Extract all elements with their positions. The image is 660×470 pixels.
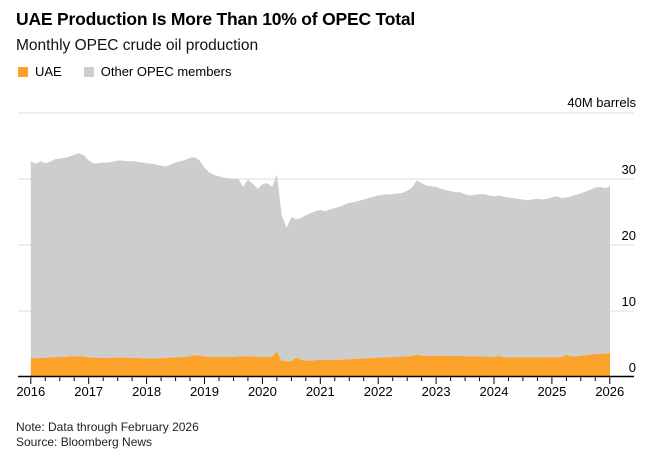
y-tick-label-30: 30 [622,162,636,177]
page-subtitle: Monthly OPEC crude oil production [16,37,259,54]
legend-item-others: Other OPEC members [83,64,232,79]
x-tick-label-2025: 2025 [537,384,566,399]
y-axis-labels: 0 10 20 30 [622,162,636,375]
x-tick-label-2023: 2023 [422,384,451,399]
x-tick-label-2024: 2024 [480,384,509,399]
x-tick-label-2016: 2016 [16,384,45,399]
legend-label-uae: UAE [35,64,62,79]
x-tick-label-2019: 2019 [190,384,219,399]
x-axis-labels: 2016 2017 2018 2019 2020 2021 2022 2023 2024 2025… [16,384,624,399]
legend-item-uae: UAE [18,64,62,79]
y-tick-label-0: 0 [629,360,636,375]
y-tick-label-10: 10 [622,294,636,309]
area-other-opec-members [30,153,611,362]
x-tick-label-2021: 2021 [306,384,335,399]
stacked-areas [30,153,611,377]
x-tick-label-2022: 2022 [364,384,393,399]
y-axis-unit-label: 40M barrels [567,95,636,110]
x-tick-label-2020: 2020 [248,384,277,399]
x-tick-label-2018: 2018 [132,384,161,399]
x-tick-label-2017: 2017 [74,384,103,399]
area-uae [30,351,611,377]
uae-swatch-icon [18,66,28,77]
page-title: UAE Production Is More Than 10% of OPEC … [16,9,416,29]
note-text: Note: Data through February 2026 [16,420,199,434]
legend-label-others: Other OPEC members [100,64,232,79]
others-swatch-icon [83,66,94,77]
legend: UAE Other OPEC members [18,64,232,79]
x-tick-label-2026: 2026 [595,384,624,399]
y-tick-label-20: 20 [622,228,636,243]
x-axis [18,375,634,384]
source-text: Source: Bloomberg News [16,435,153,449]
